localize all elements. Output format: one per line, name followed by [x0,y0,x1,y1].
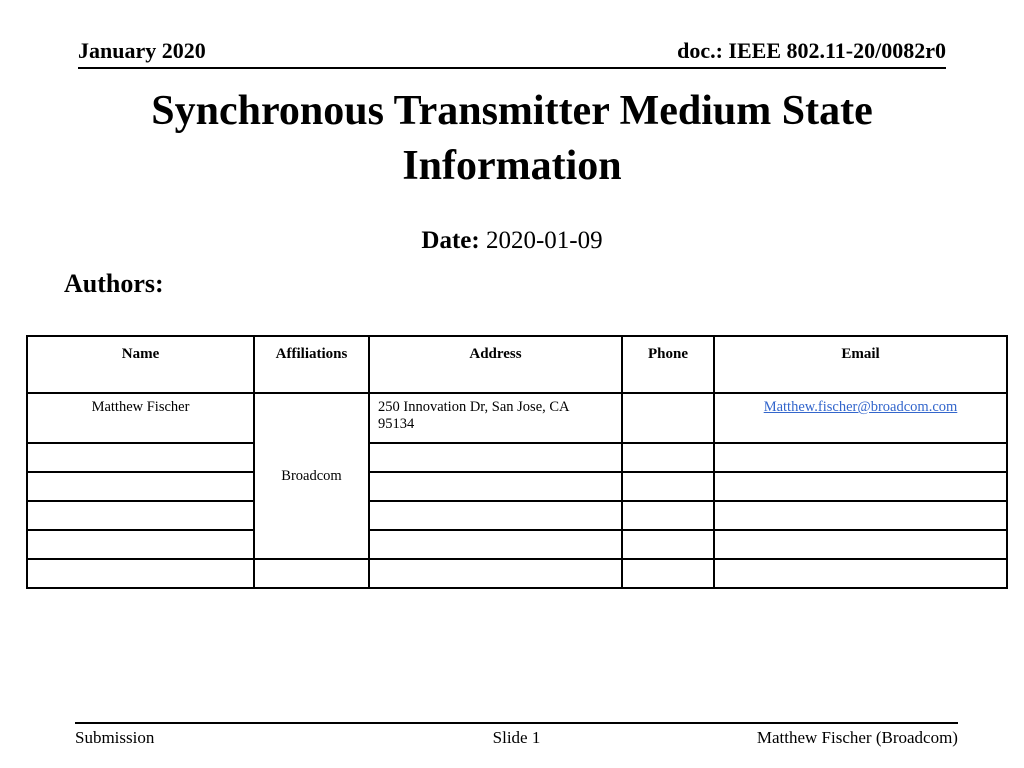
header-doc-number: doc.: IEEE 802.11-20/0082r0 [677,38,946,63]
cell-email: Matthew.fischer@broadcom.com [713,392,1008,444]
cell-author-name: Matthew Fischer [26,392,255,444]
date-label: Date: [421,227,480,254]
cell-phone [621,500,715,531]
cell-address [368,529,623,560]
cell-address: 250 Innovation Dr, San Jose, CA 95134 [368,392,623,444]
column-header-affiliations: Affiliations [253,335,370,394]
table-row: Matthew Fischer Broadcom 250 Innovation … [26,392,1008,560]
footer-slide-number: Slide 1 [492,728,541,747]
cell-address [368,500,623,531]
slide-header: January 2020 doc.: IEEE 802.11-20/0082r0 [78,38,946,69]
table-row [26,471,1008,502]
authors-table: Name Affiliations Address Phone Email Ma… [26,335,1008,589]
cell-author-name [26,500,255,531]
cell-affiliation-merged: Broadcom [253,392,370,560]
footer-submission: Submission [75,728,155,747]
cell-phone [621,529,715,560]
date-value: 2020-01-09 [485,227,603,254]
table-header-row: Name Affiliations Address Phone Email [26,335,1008,394]
cell-phone [621,558,715,589]
cell-author-name [26,471,255,502]
cell-email [713,471,1008,502]
cell-email [713,500,1008,531]
date-line: Date: 2020-01-09 [0,227,1024,255]
slide-title: Synchronous Transmitter Medium State Inf… [151,88,873,190]
footer-author: Matthew Fischer (Broadcom) [756,728,958,747]
column-header-address: Address [368,335,623,394]
table-row [26,500,1008,531]
cell-author-name [26,558,255,589]
cell-email [713,558,1008,589]
slide-footer: Submission Slide 1 Matthew Fischer (Broa… [75,722,958,748]
column-header-email: Email [713,335,1008,394]
cell-phone [621,442,715,473]
table-row [26,442,1008,473]
table-row [26,529,1008,560]
cell-author-name [26,442,255,473]
cell-address [368,442,623,473]
cell-phone [621,471,715,502]
cell-author-name [26,529,255,560]
table-row [26,558,1008,589]
email-link[interactable]: Matthew.fischer@broadcom.com [763,399,958,415]
cell-email [713,529,1008,560]
authors-label: Authors: [64,269,164,298]
cell-email [713,442,1008,473]
cell-address [368,471,623,502]
cell-affiliation [253,558,370,589]
cell-address [368,558,623,589]
header-date: January 2020 [78,38,206,63]
column-header-name: Name [26,335,255,394]
column-header-phone: Phone [621,335,715,394]
cell-phone [621,392,715,444]
